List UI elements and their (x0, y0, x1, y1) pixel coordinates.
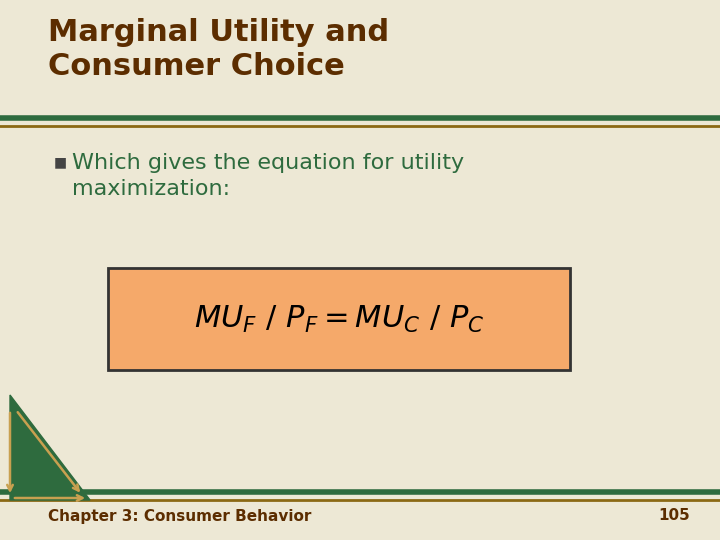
FancyBboxPatch shape (108, 268, 570, 370)
Text: ■: ■ (54, 155, 67, 169)
Text: Marginal Utility and
Consumer Choice: Marginal Utility and Consumer Choice (48, 18, 389, 80)
Text: $MU_F\ /\ P_F = MU_C\ /\ P_C$: $MU_F\ /\ P_F = MU_C\ /\ P_C$ (194, 303, 485, 335)
Text: 105: 105 (658, 509, 690, 523)
Text: Chapter 3: Consumer Behavior: Chapter 3: Consumer Behavior (48, 509, 311, 523)
Polygon shape (10, 395, 90, 500)
Text: Which gives the equation for utility
maximization:: Which gives the equation for utility max… (72, 153, 464, 199)
